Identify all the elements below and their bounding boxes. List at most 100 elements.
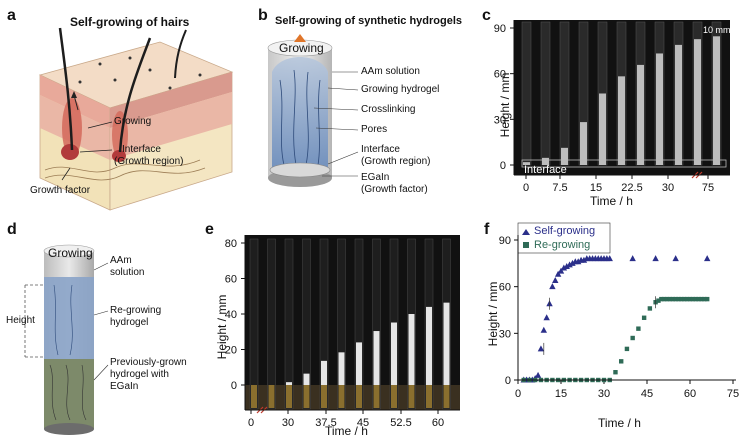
f-ytick-label: 60 (499, 282, 511, 294)
e-xtick-label: 45 (357, 417, 369, 429)
cylinder-top-label: Growing (48, 246, 93, 260)
self-growing-point (534, 371, 542, 378)
e-ytick-label: 40 (225, 309, 237, 321)
f-xtick-label: 15 (555, 388, 567, 400)
panel-a: a Self-growing of hairs G (0, 0, 250, 215)
e-tube (319, 238, 329, 410)
c-hydrogel-strip (542, 157, 549, 165)
re-growing-point (664, 296, 670, 302)
e-egain-base (391, 385, 397, 408)
legend-marker-re-growing (523, 242, 529, 248)
panel-f: f 0 30 60 90 0 15 30 45 60 75 Self-growing Re-gro… (478, 215, 750, 440)
interface-label: Interface (524, 164, 567, 176)
callout-hydrogel: hydrogel (110, 317, 149, 328)
legend-self-growing: Self-growing (534, 225, 596, 237)
e-tube (249, 238, 259, 410)
self-growing-point (672, 255, 679, 262)
c-hydrogel-strip (656, 53, 663, 165)
f-xtick-label: 0 (515, 388, 521, 400)
f-ylabel: Height / mm (486, 281, 500, 347)
re-growing-point (702, 296, 707, 302)
interface-box (521, 159, 727, 168)
self-growing-point (580, 256, 588, 263)
e-tube (337, 238, 346, 410)
re-growing-point (676, 296, 681, 302)
scale-bar-label: 10 mm (703, 25, 731, 35)
e-egain-base (338, 385, 345, 408)
c-xtick-label: 75 (702, 182, 714, 194)
f-xlabel: Time / h (598, 416, 641, 430)
e-tube (267, 238, 276, 410)
self-growing-point (569, 259, 576, 266)
re-growing-point (684, 296, 690, 302)
e-tube (284, 238, 294, 410)
hydrogel-cylinder (267, 34, 359, 187)
e-hydrogel-strip (408, 314, 415, 385)
self-growing-point (563, 262, 570, 269)
callout-growth-factor: Growth factor (30, 185, 91, 196)
c-hydrogel-strip (675, 44, 682, 165)
panel-e-label: e (205, 221, 214, 238)
skin-diagram (38, 27, 234, 211)
e-tube (302, 238, 311, 410)
f-ytick-label: 90 (499, 235, 511, 247)
panel-b-title: Self-growing of synthetic hydrogels (275, 15, 463, 27)
re-growing-point (699, 296, 704, 302)
e-hydrogel-strip (443, 302, 450, 385)
callout-growth-factor: (Growth factor) (361, 184, 428, 195)
c-xlabel: Time / h (590, 194, 633, 208)
panel-e: e 0 20 40 60 80 0 30 37.5 45 52.5 60 Height / mm … (195, 215, 475, 440)
re-growing-point (656, 298, 661, 303)
e-hydrogel-strip (338, 352, 345, 385)
callout-egain: EGaIn (110, 381, 139, 392)
callout-growing: Growing (114, 116, 152, 127)
f-xtick-label: 60 (684, 388, 696, 400)
re-growing-point (673, 296, 678, 302)
self-growing-point (557, 267, 565, 274)
re-growing-point (630, 335, 635, 341)
c-xtick-label: 0 (523, 182, 529, 194)
c-xtick-label: 15 (590, 182, 602, 194)
self-growing-point (537, 345, 545, 352)
callout-growth-region: (Growth region) (114, 156, 184, 167)
e-egain-base (303, 385, 310, 408)
e-egain-base (321, 385, 327, 408)
re-growing-point (705, 296, 710, 302)
re-growing-point (670, 296, 675, 302)
c-ytick-label: 60 (494, 69, 506, 81)
c-hydrogel-strip (694, 39, 701, 165)
callout-crosslinking: Crosslinking (361, 104, 416, 115)
e-xtick-label: 37.5 (315, 417, 336, 429)
e-egain-base (356, 385, 362, 408)
e-tube (354, 238, 364, 410)
re-growing-point (647, 306, 653, 311)
callout-egain: EGaIn (361, 172, 390, 183)
e-hydrogel-strip (286, 382, 292, 385)
e-ytick-label: 60 (225, 274, 237, 286)
re-growing-point (641, 315, 647, 320)
c-hydrogel-strip (561, 147, 568, 165)
callout-growing-hydrogel: Growing hydrogel (361, 84, 440, 95)
legend-re-growing: Re-growing (534, 239, 591, 251)
e-ytick-label: 80 (225, 238, 237, 250)
e-egain-base (268, 385, 275, 408)
e-hydrogel-strip (391, 322, 397, 385)
e-xlabel: Time / h (325, 424, 368, 438)
e-hydrogel-strip (356, 342, 362, 385)
c-hydrogel-strip (599, 93, 606, 165)
callout-growth-region: (Growth region) (361, 156, 431, 167)
panel-f-label: f (484, 221, 490, 238)
panel-a-label: a (7, 7, 16, 24)
e-tube (372, 238, 381, 410)
legend-marker-self-growing (522, 229, 530, 235)
re-growing-point (667, 296, 673, 302)
e-hydrogel-strip (426, 306, 432, 385)
self-growing-point (540, 326, 547, 333)
panel-c-label: c (482, 7, 491, 24)
re-growing-point (659, 296, 664, 302)
f-xtick-label: 75 (727, 388, 739, 400)
f-xtick-label: 45 (641, 388, 653, 400)
f-ytick-label: 30 (499, 328, 511, 340)
e-egain-base (408, 385, 415, 408)
c-hydrogel-strip (523, 162, 530, 165)
